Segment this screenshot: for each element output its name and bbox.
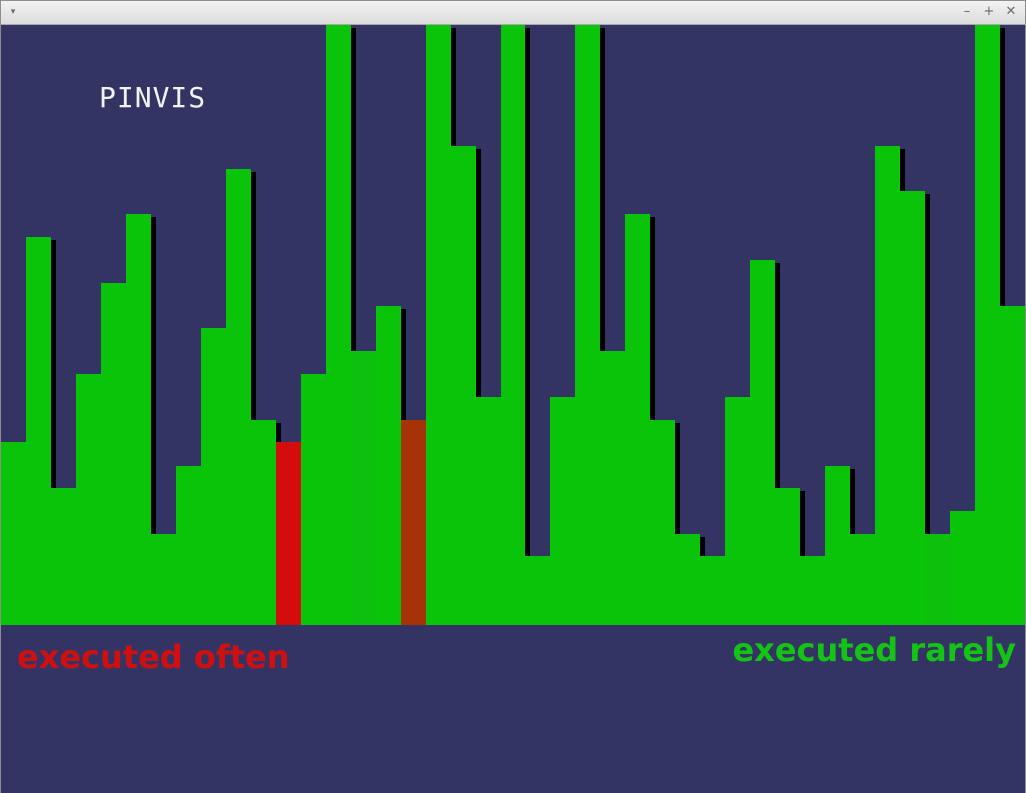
chart-bar	[351, 351, 376, 625]
bar-shadow	[775, 263, 780, 625]
chart-bar	[675, 534, 700, 625]
maximize-button[interactable]: +	[983, 4, 995, 19]
chart-bar	[550, 397, 575, 625]
visualization-canvas: PINVIS executed often executed rarely	[1, 25, 1025, 793]
chart-bar	[825, 466, 850, 625]
bar-chart	[1, 25, 1025, 793]
legend-executed-rarely: executed rarely	[732, 631, 1016, 669]
chart-bar	[251, 420, 276, 625]
window-menu-button[interactable]: ▾	[10, 7, 16, 17]
app-title: PINVIS	[99, 81, 207, 114]
chart-bar	[1000, 306, 1025, 625]
chart-bar	[151, 534, 176, 625]
chart-bar	[126, 214, 151, 625]
bar-shadow	[525, 28, 530, 625]
title-bar[interactable]: ▾ – + ✕	[1, 1, 1025, 25]
chart-bar	[51, 488, 76, 625]
chart-bar	[401, 420, 426, 625]
chart-bar	[575, 25, 600, 625]
chart-bar	[451, 146, 476, 625]
chart-bar	[201, 328, 226, 625]
bar-shadow	[51, 240, 56, 625]
chart-bar	[775, 488, 800, 625]
chart-bar	[750, 260, 775, 625]
bar-shadow	[351, 28, 356, 625]
legend-executed-often: executed often	[17, 638, 290, 676]
close-button[interactable]: ✕	[1005, 4, 1017, 19]
chart-bar	[226, 169, 251, 625]
chart-bar	[176, 466, 201, 625]
chart-bar	[600, 351, 625, 625]
chart-bar	[501, 25, 525, 625]
bar-shadow	[600, 28, 605, 625]
bar-shadow	[151, 217, 156, 625]
chart-bar	[900, 191, 925, 625]
chart-bar	[376, 306, 401, 625]
chart-bar	[650, 420, 675, 625]
chart-bar	[875, 146, 900, 625]
chart-bar	[476, 397, 501, 625]
chart-bar	[925, 534, 950, 625]
bar-shadow	[675, 423, 680, 625]
bar-shadow	[251, 172, 256, 625]
chart-bar	[850, 534, 875, 625]
chart-bar	[950, 511, 975, 625]
chart-bar	[301, 374, 326, 625]
minimize-button[interactable]: –	[963, 4, 971, 19]
chart-bar	[276, 442, 301, 625]
chart-bar	[725, 397, 750, 625]
chart-bar	[76, 374, 101, 625]
bar-shadow	[925, 194, 930, 625]
bar-shadow	[476, 149, 481, 625]
chart-bar	[975, 25, 1000, 625]
chart-bar	[426, 25, 451, 625]
chart-bar	[800, 556, 825, 625]
chart-bar	[101, 283, 126, 625]
chart-bar	[700, 556, 725, 625]
chart-bar	[326, 25, 351, 625]
chart-bar	[26, 237, 51, 625]
chart-bar	[625, 214, 650, 625]
chart-bar	[525, 556, 550, 625]
chart-bar	[1, 442, 26, 625]
